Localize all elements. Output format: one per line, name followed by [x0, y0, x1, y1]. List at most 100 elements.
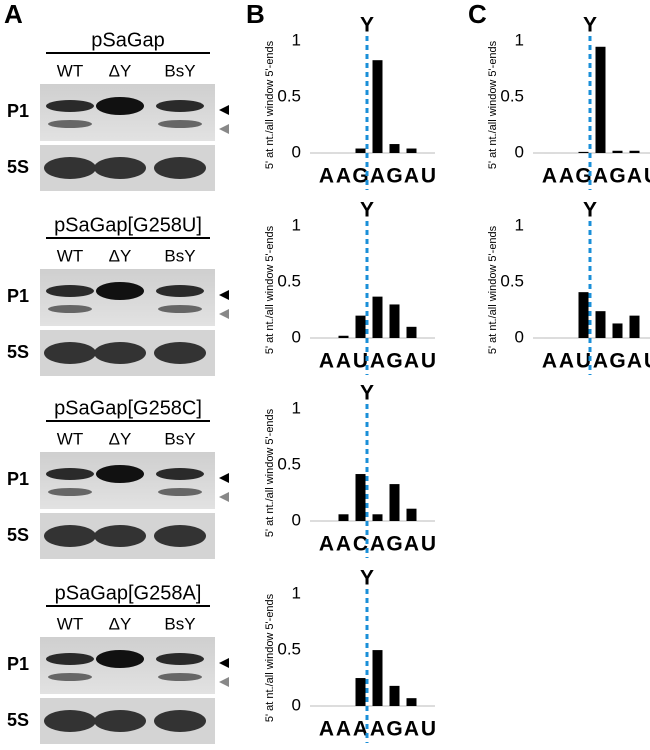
sequence-letter: U — [644, 165, 650, 188]
sequence-letter: G — [386, 350, 402, 373]
band — [48, 305, 92, 313]
band — [46, 653, 94, 665]
sequence-letter: A — [627, 165, 642, 188]
band — [96, 97, 144, 115]
bar — [406, 326, 417, 338]
sequence-letter: A — [336, 350, 351, 373]
bar — [595, 46, 606, 153]
y-tick-label: 0 — [515, 327, 524, 346]
gel-title: pSaGap[G258A] — [55, 582, 202, 604]
sequence-letter: A — [404, 533, 419, 556]
bar — [372, 60, 383, 153]
row-label: 5S — [7, 157, 29, 177]
band — [46, 468, 94, 480]
sequence-letter: A — [627, 350, 642, 373]
lane-label: BsY — [164, 614, 195, 633]
bar — [338, 335, 349, 338]
y-tick-label: 0.5 — [500, 272, 524, 291]
marker-label: Y — [583, 199, 597, 222]
bar — [406, 508, 417, 521]
y-tick-label: 1 — [292, 216, 301, 235]
band — [94, 342, 146, 364]
y-tick-label: 1 — [515, 216, 524, 235]
y-tick-label: 0 — [292, 142, 301, 161]
sequence-letter: U — [353, 350, 368, 373]
sequence-letter: A — [319, 718, 334, 741]
lane-label: ΔY — [109, 246, 132, 265]
bar — [372, 650, 383, 706]
sequence-letter: U — [421, 533, 436, 556]
bar — [406, 698, 417, 706]
sequence-letter: A — [542, 165, 557, 188]
y-tick-label: 1 — [292, 399, 301, 418]
band — [154, 710, 206, 732]
bar — [355, 148, 366, 153]
sequence-letter: A — [370, 350, 385, 373]
sequence-letter: A — [336, 718, 351, 741]
band — [156, 285, 204, 297]
band — [48, 488, 92, 496]
bar — [372, 514, 383, 521]
marker-label: Y — [360, 567, 374, 590]
band — [96, 650, 144, 668]
sequence-letter: G — [386, 718, 402, 741]
bar — [389, 304, 400, 338]
band — [154, 525, 206, 547]
bar — [355, 474, 366, 521]
row-label: 5S — [7, 710, 29, 730]
sequence-letter: A — [336, 165, 351, 188]
sequence-letter: A — [336, 533, 351, 556]
sequence-letter: U — [421, 350, 436, 373]
bar — [406, 148, 417, 153]
band — [46, 100, 94, 112]
panel-letter: A — [4, 0, 23, 29]
bar — [629, 315, 640, 338]
y-tick-label: 1 — [292, 31, 301, 50]
band — [158, 673, 202, 681]
marker-label: Y — [360, 382, 374, 405]
sequence-letter: A — [542, 350, 557, 373]
bar — [612, 323, 623, 338]
lane-label: ΔY — [109, 61, 132, 80]
lane-label: BsY — [164, 61, 195, 80]
band — [154, 157, 206, 179]
band — [158, 488, 202, 496]
sequence-letter: A — [319, 350, 334, 373]
sequence-letter: G — [609, 165, 625, 188]
y-tick-label: 0.5 — [277, 455, 301, 474]
bar — [578, 151, 589, 153]
y-tick-label: 0 — [292, 327, 301, 346]
sequence-letter: A — [404, 350, 419, 373]
y-tick-label: 0 — [292, 695, 301, 714]
y-tick-label: 0 — [292, 510, 301, 529]
band — [96, 282, 144, 300]
y-tick-label: 0.5 — [277, 87, 301, 106]
y-tick-label: 0.5 — [277, 272, 301, 291]
lane-label: BsY — [164, 246, 195, 265]
sequence-letter: U — [576, 350, 591, 373]
band — [158, 305, 202, 313]
sequence-letter: U — [644, 350, 650, 373]
arrow — [219, 124, 229, 134]
band — [44, 157, 96, 179]
sequence-letter: G — [609, 350, 625, 373]
band — [154, 342, 206, 364]
bar — [355, 678, 366, 706]
band — [94, 710, 146, 732]
band — [156, 653, 204, 665]
arrow — [219, 105, 229, 115]
band — [44, 710, 96, 732]
row-label: P1 — [7, 469, 29, 489]
lane-label: WT — [57, 61, 83, 80]
y-axis-label: 5' at nt./all window 5'-ends — [487, 225, 499, 354]
sequence-letter: A — [593, 350, 608, 373]
sequence-letter: G — [386, 165, 402, 188]
band — [46, 285, 94, 297]
sequence-letter: A — [404, 165, 419, 188]
sequence-letter: U — [421, 165, 436, 188]
arrow — [219, 677, 229, 687]
band — [94, 157, 146, 179]
sequence-letter: G — [352, 165, 368, 188]
marker-label: Y — [360, 199, 374, 222]
